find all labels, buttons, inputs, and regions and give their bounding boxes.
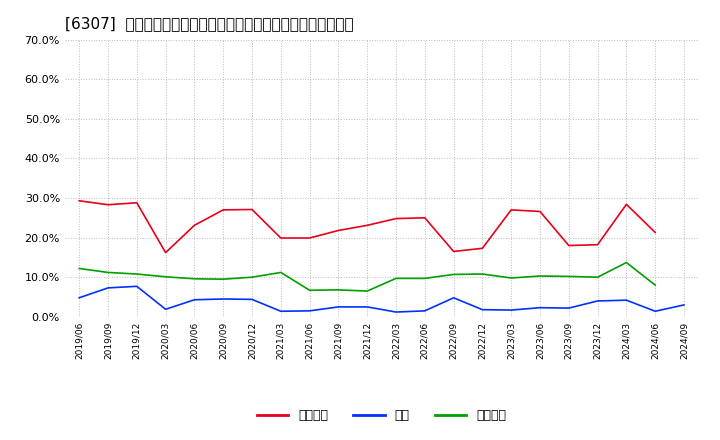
- 買入債務: [104, 270, 112, 275]
- 売上債権: [449, 249, 458, 254]
- 買入債務: [75, 266, 84, 271]
- 売上債権: [536, 209, 544, 214]
- Line: 売上債権: 売上債権: [79, 201, 655, 253]
- 売上債権: [420, 215, 429, 220]
- 在庫: [305, 308, 314, 313]
- Line: 買入債務: 買入債務: [79, 263, 655, 291]
- 売上債権: [276, 235, 285, 241]
- 買入債務: [564, 274, 573, 279]
- 買入債務: [507, 275, 516, 281]
- 売上債権: [478, 246, 487, 251]
- 在庫: [420, 308, 429, 313]
- 在庫: [392, 309, 400, 315]
- Legend: 売上債権, 在庫, 買入債務: 売上債権, 在庫, 買入債務: [252, 404, 511, 427]
- 買入債務: [651, 282, 660, 288]
- 売上債権: [651, 230, 660, 235]
- 売上債権: [132, 200, 141, 205]
- 買入債務: [305, 288, 314, 293]
- 在庫: [219, 297, 228, 302]
- 在庫: [190, 297, 199, 302]
- 買入債務: [363, 289, 372, 294]
- 在庫: [334, 304, 343, 310]
- 在庫: [478, 307, 487, 312]
- 売上債権: [622, 202, 631, 207]
- 買入債務: [536, 273, 544, 279]
- 売上債権: [507, 207, 516, 213]
- 買入債務: [334, 287, 343, 293]
- 買入債務: [478, 271, 487, 277]
- 売上債権: [305, 235, 314, 241]
- 在庫: [651, 308, 660, 314]
- 売上債権: [334, 228, 343, 233]
- 売上債権: [104, 202, 112, 207]
- 買入債務: [449, 272, 458, 277]
- Line: 在庫: 在庫: [79, 286, 684, 312]
- 在庫: [622, 297, 631, 303]
- 買入債務: [248, 275, 256, 280]
- Text: [6307]  売上債権、在庫、買入債務の総資産に対する比率の推移: [6307] 売上債権、在庫、買入債務の総資産に対する比率の推移: [65, 16, 354, 32]
- 売上債権: [392, 216, 400, 221]
- 売上債権: [363, 223, 372, 228]
- 在庫: [536, 305, 544, 310]
- 在庫: [449, 295, 458, 301]
- 在庫: [75, 295, 84, 301]
- 在庫: [680, 302, 688, 308]
- 売上債権: [161, 250, 170, 255]
- 在庫: [276, 308, 285, 314]
- 売上債権: [75, 198, 84, 203]
- 売上債権: [593, 242, 602, 247]
- 在庫: [593, 298, 602, 304]
- 売上債権: [248, 207, 256, 212]
- 買入債務: [420, 276, 429, 281]
- 売上債権: [190, 223, 199, 228]
- 買入債務: [622, 260, 631, 265]
- 在庫: [507, 308, 516, 313]
- 買入債務: [219, 276, 228, 282]
- 売上債権: [219, 207, 228, 213]
- 在庫: [564, 305, 573, 311]
- 在庫: [132, 284, 141, 289]
- 在庫: [363, 304, 372, 310]
- 買入債務: [593, 275, 602, 280]
- 買入債務: [392, 276, 400, 281]
- 在庫: [104, 285, 112, 290]
- 売上債権: [564, 243, 573, 248]
- 在庫: [161, 307, 170, 312]
- 買入債務: [161, 274, 170, 279]
- 買入債務: [190, 276, 199, 282]
- 買入債務: [276, 270, 285, 275]
- 在庫: [248, 297, 256, 302]
- 買入債務: [132, 271, 141, 277]
